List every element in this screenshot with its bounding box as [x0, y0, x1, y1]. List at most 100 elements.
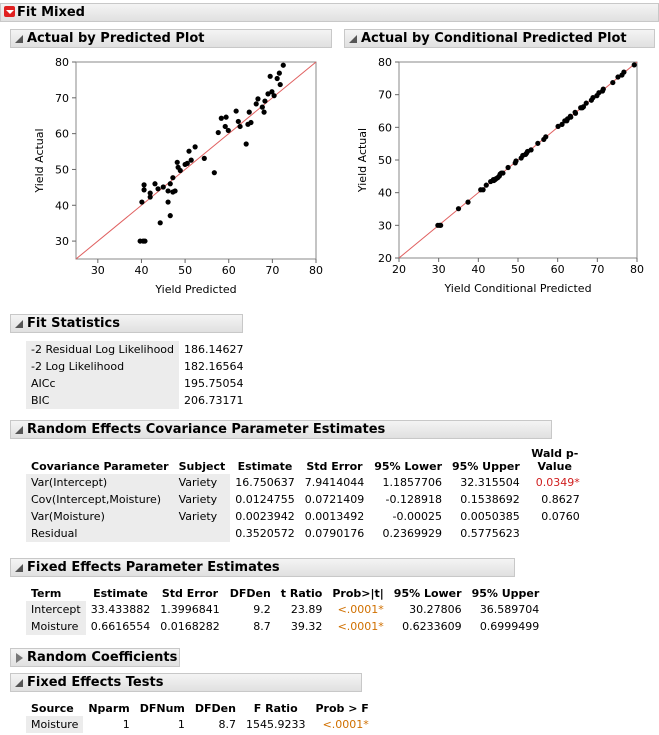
column-header: DFNum: [139, 702, 185, 715]
point: [261, 109, 267, 115]
column-header: t Ratio: [280, 587, 323, 600]
table-cell: Moisture: [26, 716, 84, 733]
point: [564, 118, 570, 124]
menu-arrow: [6, 10, 14, 14]
point: [165, 188, 171, 194]
point: [568, 114, 574, 120]
outline-header[interactable]: Fit Statistics: [10, 314, 243, 333]
table-row: Intercept 33.433882 1.3996841 9.2 23.89 <.000…: [26, 601, 544, 618]
section-title: Fit Statistics: [27, 316, 120, 331]
table-cell: 0.0790176: [304, 527, 365, 540]
point: [137, 238, 143, 244]
point: [524, 148, 531, 155]
table-cell: Cov(Intercept,Moisture): [26, 491, 174, 508]
point: [192, 144, 198, 150]
table-row: -2 Residual Log Likelihood 186.14627: [26, 341, 249, 358]
table-row: Residual 0.3520572 0.0790176 0.2369929 0.577…: [26, 525, 585, 542]
y-tick-label: 70: [55, 92, 69, 105]
table-cell: 1545.9233: [245, 718, 306, 731]
point: [233, 108, 239, 114]
point: [211, 170, 217, 176]
point: [140, 238, 146, 244]
x-tick-label: 70: [590, 263, 604, 276]
point: [523, 150, 529, 157]
column-header: F Ratio: [253, 702, 298, 715]
outline-header[interactable]: Actual by Predicted Plot: [10, 29, 332, 48]
point: [265, 91, 271, 97]
table-cell: 0.0721409: [304, 493, 365, 506]
table-cell: -2 Log Likelihood: [26, 358, 180, 375]
column-header: Prob>|t|: [332, 587, 384, 600]
point: [590, 95, 596, 101]
platform-header[interactable]: Fit Mixed: [0, 3, 659, 22]
point: [246, 109, 252, 115]
point: [512, 160, 518, 166]
table-cell: Moisture: [26, 618, 86, 635]
point: [225, 127, 231, 134]
x-tick-label: 40: [471, 263, 485, 276]
point: [141, 187, 147, 193]
point: [147, 190, 153, 196]
point: [465, 199, 471, 205]
point: [186, 148, 192, 154]
table-cell: 0.6999499: [479, 620, 540, 633]
point: [599, 88, 606, 94]
point: [505, 164, 511, 171]
x-tick-label: 60: [551, 263, 565, 276]
x-tick-label: 60: [222, 264, 236, 277]
outline-header[interactable]: Random Effects Covariance Parameter Esti…: [10, 420, 552, 439]
y-tick-label: 60: [55, 128, 69, 141]
table-cell: 0.0013492: [304, 510, 365, 523]
point: [243, 141, 249, 147]
table-cell: -2 Residual Log Likelihood: [26, 341, 180, 358]
column-header: DFDen: [194, 702, 236, 715]
point: [496, 173, 502, 179]
y-tick-label: 50: [55, 163, 69, 176]
table-cell: 39.32: [290, 620, 323, 633]
x-tick-label: 40: [134, 264, 148, 277]
table-cell: 0.0168282: [160, 620, 220, 633]
point: [483, 182, 489, 188]
table-cell: <.0001*: [337, 603, 384, 616]
column-header: Covariance Parameter: [31, 460, 169, 473]
header-row: Source Nparm DFNum DFDen F Ratio Prob > F: [26, 699, 374, 716]
point: [167, 213, 173, 219]
column-header: Subject: [178, 460, 226, 473]
table-cell: 0.6616554: [90, 620, 151, 633]
outline-header[interactable]: Random Coefficients: [10, 648, 180, 667]
outline-header[interactable]: Fixed Effects Parameter Estimates: [10, 558, 515, 577]
y-tick-label: 20: [378, 252, 392, 265]
point: [182, 161, 188, 168]
table-cell: Variety: [173, 508, 231, 525]
column-header: Std Error: [161, 587, 219, 600]
table-cell: 7.9414044: [304, 476, 365, 489]
point: [497, 171, 503, 177]
point: [157, 220, 163, 226]
point: [141, 182, 147, 188]
point: [152, 181, 158, 187]
table-row: BIC 206.73171: [26, 392, 249, 409]
reference-line: [75, 61, 317, 260]
outline-header[interactable]: Actual by Conditional Predicted Plot: [344, 29, 655, 48]
table-row: Var(Moisture) Variety 0.0023942 0.0013492 -0…: [26, 508, 585, 525]
point: [435, 222, 441, 228]
point: [188, 157, 194, 163]
point: [175, 164, 181, 170]
table-cell: 0.0023942: [235, 510, 295, 523]
outline-header[interactable]: Fixed Effects Tests: [10, 673, 362, 692]
table-cell: 0.3520572: [235, 527, 295, 540]
table-cell: 8.7: [218, 718, 236, 731]
point: [588, 97, 594, 103]
column-header: 95% Upper: [452, 460, 520, 473]
point: [492, 177, 498, 183]
point: [262, 98, 268, 104]
table-row: Moisture 0.6616554 0.0168282 8.7 39.32 <.0001…: [26, 618, 544, 635]
point: [580, 104, 587, 110]
table-cell: 0.0349*: [535, 476, 580, 489]
point: [513, 158, 519, 164]
table-cell: 23.89: [290, 603, 323, 616]
point: [184, 160, 190, 166]
empty-cell: [525, 525, 585, 542]
table-cell: 0.1538692: [460, 493, 520, 506]
point: [259, 104, 265, 110]
